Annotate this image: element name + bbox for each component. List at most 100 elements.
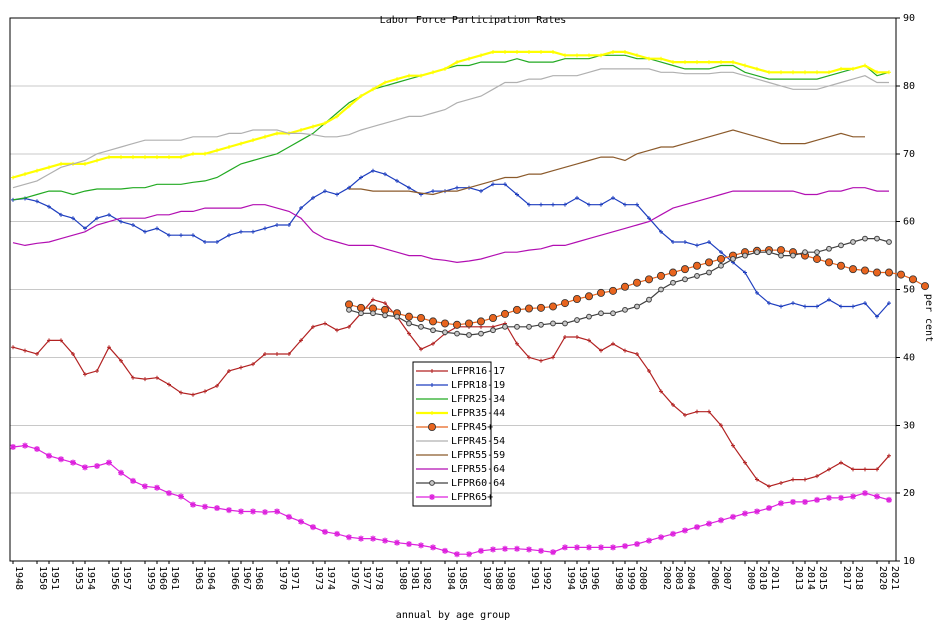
data-point xyxy=(767,70,771,75)
data-point xyxy=(335,192,339,197)
data-point xyxy=(609,286,618,295)
data-point xyxy=(647,368,651,373)
series-layer xyxy=(10,49,930,558)
x-tick-label: 2004 xyxy=(685,566,696,590)
series-lfpr45plus xyxy=(344,246,930,329)
data-point xyxy=(347,104,351,109)
data-point xyxy=(10,443,16,450)
data-point xyxy=(646,296,652,303)
x-tick-label: 1966 xyxy=(229,566,240,590)
x-tick-label: 1967 xyxy=(241,566,252,590)
y-tick-label: 50 xyxy=(903,285,915,296)
data-point xyxy=(359,94,363,99)
data-point xyxy=(515,49,519,54)
x-tick-label: 1982 xyxy=(421,566,432,590)
data-point xyxy=(838,494,844,501)
data-point xyxy=(862,235,868,242)
data-point xyxy=(623,202,627,207)
data-point xyxy=(334,530,340,537)
data-point xyxy=(227,144,231,149)
data-point xyxy=(790,252,796,259)
data-point xyxy=(490,546,496,553)
data-point xyxy=(95,158,99,163)
data-point xyxy=(323,189,327,194)
data-point xyxy=(670,530,676,537)
data-point xyxy=(226,507,232,514)
data-point xyxy=(886,239,892,245)
data-point xyxy=(454,330,460,337)
data-point xyxy=(647,216,651,221)
legend-item: LFPR45+ xyxy=(416,422,493,433)
y-tick-label: 70 xyxy=(903,149,915,160)
series-line xyxy=(12,299,890,487)
data-point xyxy=(670,279,676,286)
data-point xyxy=(851,304,855,309)
data-point xyxy=(395,77,399,82)
data-point xyxy=(491,182,495,187)
x-tick-label: 2017 xyxy=(841,566,852,590)
series-lfpr18-19 xyxy=(11,168,891,319)
y-axis: 10 20 30 40 50 60 70 80 90 xyxy=(896,13,915,567)
data-point xyxy=(827,70,831,75)
data-point xyxy=(611,195,615,200)
gridlines xyxy=(10,85,896,494)
x-tick-label: 1984 xyxy=(445,566,456,590)
data-point xyxy=(430,411,434,415)
data-point xyxy=(427,422,436,431)
data-point xyxy=(35,199,39,204)
legend-item: LFPR16-17 xyxy=(416,366,505,377)
data-point xyxy=(476,317,485,326)
data-point xyxy=(550,320,556,327)
data-point xyxy=(611,341,615,346)
data-point xyxy=(371,297,375,302)
data-point xyxy=(526,546,532,553)
data-point xyxy=(525,304,534,313)
data-point xyxy=(106,459,112,466)
x-tick-label: 2007 xyxy=(721,566,732,590)
data-point xyxy=(488,314,497,323)
x-tick-label: 1989 xyxy=(505,566,516,590)
data-point xyxy=(95,368,99,373)
data-point xyxy=(826,245,832,252)
data-point xyxy=(874,235,880,242)
series-lfpr35-44 xyxy=(11,49,891,180)
x-tick-label: 1951 xyxy=(49,566,60,590)
data-point xyxy=(47,204,51,209)
data-point xyxy=(155,226,159,231)
data-point xyxy=(431,341,435,346)
x-tick-label: 1973 xyxy=(313,566,324,590)
x-tick-label: 1980 xyxy=(397,566,408,590)
data-point xyxy=(286,513,292,520)
data-point xyxy=(455,60,459,65)
data-point xyxy=(419,73,423,78)
data-point xyxy=(107,345,111,350)
data-point xyxy=(190,501,196,508)
series-line xyxy=(348,249,926,326)
data-point xyxy=(707,239,711,244)
data-point xyxy=(730,513,736,520)
data-point xyxy=(142,483,148,490)
data-point xyxy=(743,270,747,275)
data-point xyxy=(909,275,918,284)
data-point xyxy=(574,544,580,551)
data-point xyxy=(203,151,207,156)
x-tick-label: 1968 xyxy=(253,566,264,590)
data-point xyxy=(587,338,591,343)
x-tick-label: 2009 xyxy=(745,566,756,590)
data-point xyxy=(790,498,796,505)
y-tick-label: 40 xyxy=(903,352,915,363)
data-point xyxy=(71,216,75,221)
x-tick-label: 1987 xyxy=(481,566,492,590)
data-point xyxy=(95,216,99,221)
data-point xyxy=(227,233,231,238)
data-point xyxy=(743,63,747,68)
data-point xyxy=(742,252,748,259)
legend-label: LFPR18-19 xyxy=(451,380,505,391)
legend-item: LFPR55-59 xyxy=(416,450,505,461)
data-point xyxy=(191,392,195,397)
data-point xyxy=(586,544,592,551)
data-point xyxy=(406,541,412,548)
data-point xyxy=(131,155,135,160)
data-point xyxy=(671,239,675,244)
data-point xyxy=(779,480,783,485)
